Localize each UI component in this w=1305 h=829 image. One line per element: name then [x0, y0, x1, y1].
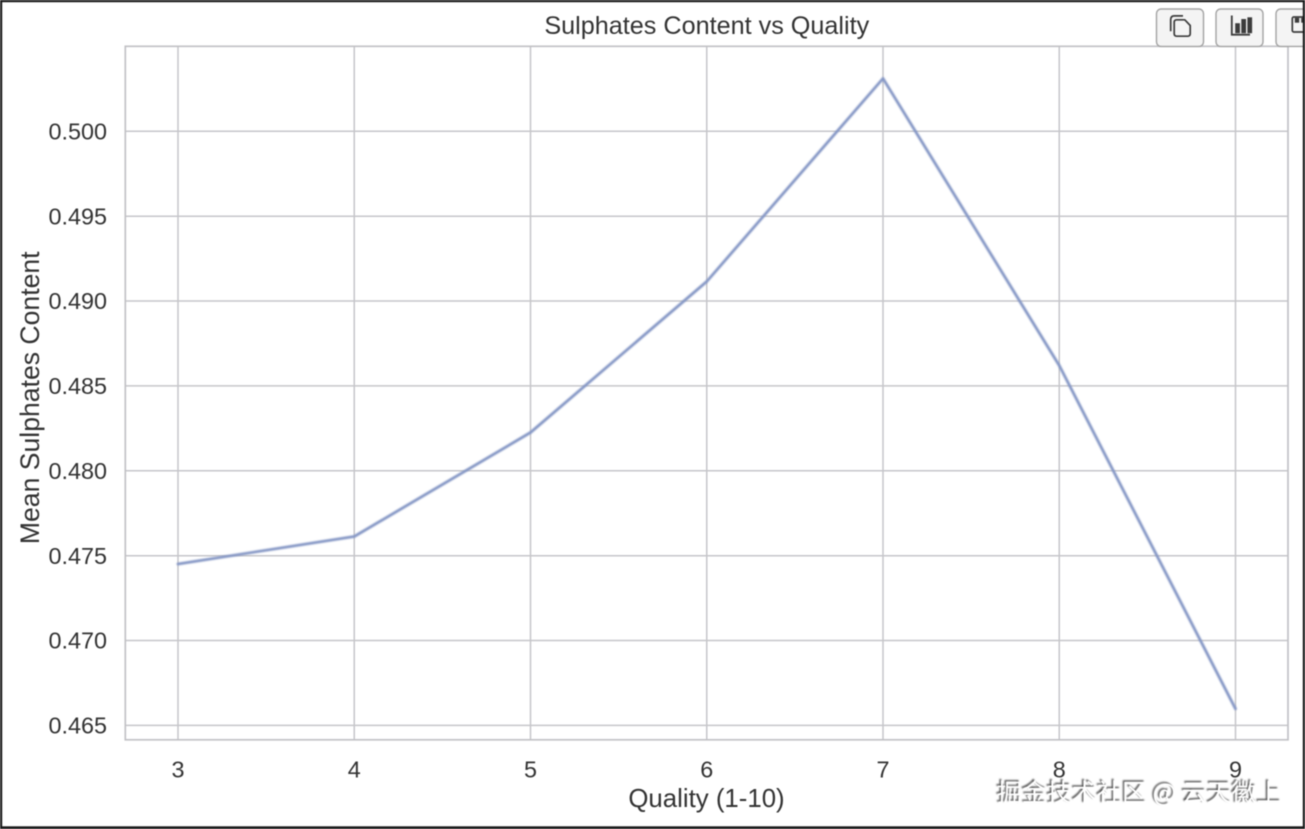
- svg-text:0.500: 0.500: [48, 119, 107, 145]
- svg-text:0.485: 0.485: [48, 373, 107, 399]
- svg-text:Mean Sulphates Content: Mean Sulphates Content: [15, 251, 45, 544]
- svg-text:0.465: 0.465: [48, 713, 107, 739]
- svg-text:Sulphates Content vs Quality: Sulphates Content vs Quality: [544, 12, 869, 40]
- svg-text:0.475: 0.475: [48, 543, 107, 569]
- svg-text:9: 9: [1229, 757, 1242, 783]
- svg-text:6: 6: [700, 757, 713, 783]
- svg-text:0.470: 0.470: [48, 628, 107, 654]
- svg-text:5: 5: [524, 757, 537, 783]
- svg-text:4: 4: [348, 757, 361, 783]
- svg-text:Quality (1-10): Quality (1-10): [628, 785, 784, 813]
- svg-text:7: 7: [876, 757, 889, 783]
- svg-text:8: 8: [1053, 757, 1066, 783]
- svg-text:0.480: 0.480: [48, 458, 107, 484]
- svg-text:0.490: 0.490: [48, 288, 107, 314]
- svg-text:3: 3: [171, 757, 184, 783]
- svg-text:0.495: 0.495: [48, 203, 107, 229]
